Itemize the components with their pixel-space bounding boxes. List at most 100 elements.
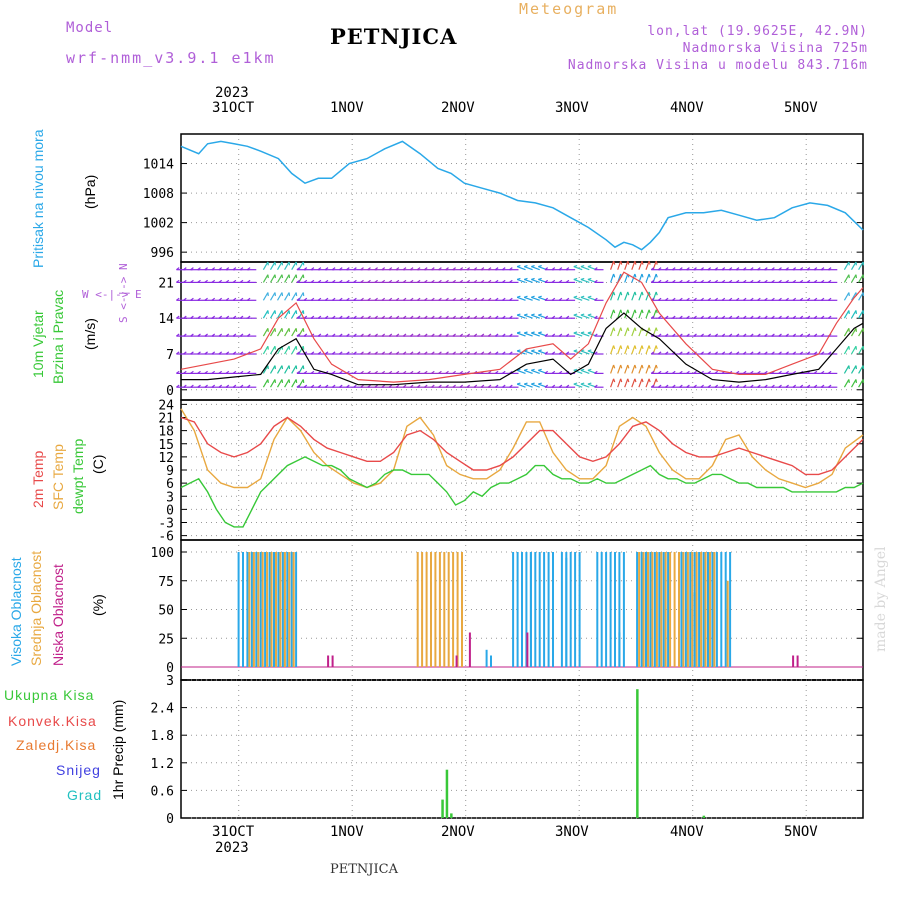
cloud-high-bar xyxy=(250,552,253,667)
wind-barb xyxy=(617,291,622,301)
wind-barb-head xyxy=(538,349,542,352)
wind-barb-head xyxy=(317,315,322,319)
wind-barb-head xyxy=(806,315,811,319)
wind-barb-head xyxy=(693,267,697,271)
wind-barb-head xyxy=(303,315,308,319)
wind-barb-head xyxy=(613,364,616,369)
wind-barb xyxy=(624,273,629,283)
wind-barb-head xyxy=(346,333,350,337)
wind-barb-head xyxy=(459,384,464,388)
wind-barb-head xyxy=(573,313,578,316)
cloud-mid-bar xyxy=(248,552,251,667)
wind-barb xyxy=(850,328,857,337)
wind-barb-head xyxy=(353,370,357,374)
wind-barb-head xyxy=(613,327,616,332)
wind-barb-head xyxy=(627,345,630,350)
wind-barb-head xyxy=(750,351,754,355)
wind-barb-head xyxy=(620,291,623,296)
wind-barb-head xyxy=(502,384,506,388)
cloud-low-bar xyxy=(331,655,334,667)
wind-barb-head xyxy=(339,351,343,355)
wind-barb-head xyxy=(466,315,471,319)
wind-barb xyxy=(276,292,283,301)
wind-barb xyxy=(262,345,269,355)
wind-barb-head xyxy=(750,297,754,301)
cloud-high-bar xyxy=(689,552,692,667)
year-top: 2023 xyxy=(215,85,249,101)
cloud-high-bar xyxy=(525,552,528,667)
wind-barb xyxy=(580,383,590,388)
wind-barb-head xyxy=(686,279,690,283)
wind-barb-head xyxy=(664,279,669,283)
wind-barb-head xyxy=(197,333,201,337)
cloud-mid-bar xyxy=(434,552,437,667)
wind-barb-head xyxy=(183,384,187,388)
cloud-high-bar xyxy=(569,552,572,667)
wind-barb-head xyxy=(634,291,637,296)
wind-barb-head xyxy=(232,384,237,388)
wind-barb-head xyxy=(641,291,644,296)
wind-barb-head xyxy=(431,384,435,388)
wind-barb-head xyxy=(197,370,201,374)
wind-barb xyxy=(573,278,583,283)
wind-barb-head xyxy=(204,370,208,374)
wind-barb xyxy=(262,379,269,388)
wind-barb-head xyxy=(204,315,208,319)
wind-barb-head xyxy=(331,297,336,301)
wind-barb-head xyxy=(395,384,400,388)
cloud-high-bar xyxy=(684,552,687,667)
pressure-tick-label: 1014 xyxy=(143,158,174,173)
wind-barb-head xyxy=(466,333,471,337)
wind-barb xyxy=(645,273,650,283)
wind-barb-head xyxy=(416,279,421,283)
wind-barb-head xyxy=(714,267,719,271)
wind-barb-head xyxy=(317,351,322,355)
wind-barb-head xyxy=(728,351,733,355)
wind-barb-head xyxy=(742,384,747,388)
wind-barb-head xyxy=(402,279,407,283)
wind-barb xyxy=(298,379,304,388)
wind-barb-head xyxy=(310,297,315,301)
wind-barb-head xyxy=(634,261,637,265)
wind-barb-head xyxy=(487,384,492,388)
wind-barb-head xyxy=(558,297,563,301)
wind-barb-head xyxy=(750,384,754,388)
wind-barb-head xyxy=(360,370,364,374)
wind-barb-head xyxy=(531,313,535,316)
wind-barb-head xyxy=(310,279,315,283)
wind-barb-head xyxy=(792,279,797,283)
wind-barb-head xyxy=(438,279,442,283)
wind-barb-head xyxy=(728,315,733,319)
wind-barb-head xyxy=(218,267,223,271)
cloud-mid-bar xyxy=(425,552,428,667)
wind-barb-head xyxy=(445,315,449,319)
wind-barb xyxy=(610,345,615,355)
wind-barb-head xyxy=(381,315,386,319)
wind-barb xyxy=(843,328,850,337)
wind-barb-head xyxy=(778,333,782,337)
wind-barb-head xyxy=(565,384,570,388)
chart-subtitle: Meteogram xyxy=(519,0,619,18)
wind-barb-head xyxy=(211,297,216,301)
wind-barb-head xyxy=(381,297,386,301)
wind-barb xyxy=(284,274,290,283)
wind-barb-head xyxy=(374,279,378,283)
wind-barb-head xyxy=(416,333,421,337)
cloud-high-bar xyxy=(490,655,492,667)
wind-barb-head xyxy=(742,315,747,319)
wind-barb-head xyxy=(721,333,726,337)
wind-barb xyxy=(624,309,629,319)
wind-barb xyxy=(850,292,857,301)
cloud-high-bar xyxy=(711,552,714,667)
wind-barb-head xyxy=(820,315,825,319)
cloud-low-bar xyxy=(792,655,795,667)
wind-barb xyxy=(523,369,533,374)
precip-legend-snow: Snijeg xyxy=(56,762,101,778)
wind-barb xyxy=(516,266,526,271)
wind-barb-head xyxy=(374,351,378,355)
cloud-high-bar xyxy=(702,552,705,667)
wind-barb-head xyxy=(573,265,578,268)
wind-barb-head xyxy=(594,351,598,355)
wind-barb-head xyxy=(303,333,308,337)
wind-barb-head xyxy=(594,297,598,301)
